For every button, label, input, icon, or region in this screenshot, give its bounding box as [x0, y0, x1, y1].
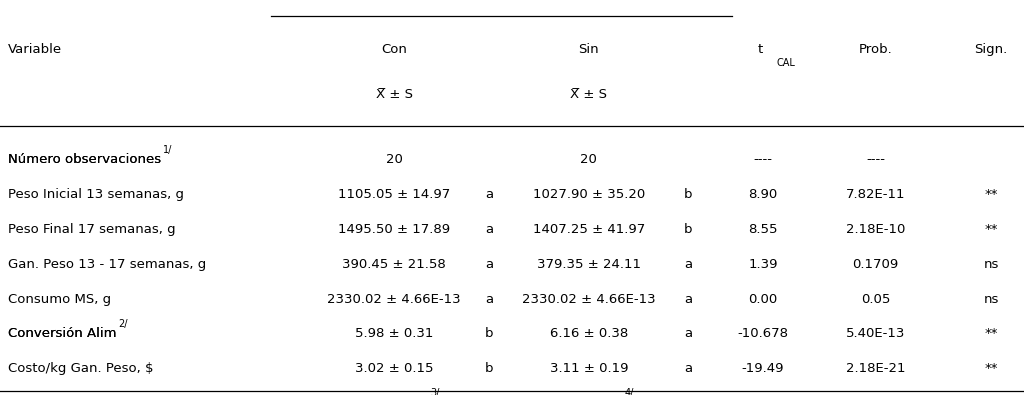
Text: 5.40E-13: 5.40E-13: [846, 327, 905, 340]
Text: Conversión Alim: Conversión Alim: [8, 327, 117, 340]
Text: a: a: [684, 293, 692, 305]
Text: 3.11 ± 0.19: 3.11 ± 0.19: [550, 362, 628, 375]
Text: 7.82E-11: 7.82E-11: [846, 188, 905, 201]
Text: b: b: [485, 327, 494, 340]
Text: b: b: [684, 223, 692, 236]
Text: 1027.90 ± 35.20: 1027.90 ± 35.20: [532, 188, 645, 201]
Text: Costo/kg Gan. Peso, $: Costo/kg Gan. Peso, $: [8, 362, 154, 375]
Text: 0.1709: 0.1709: [852, 258, 899, 271]
Text: ns: ns: [983, 258, 999, 271]
Text: ns: ns: [983, 293, 999, 305]
Text: **: **: [984, 362, 998, 375]
Text: 2.18E-21: 2.18E-21: [846, 362, 905, 375]
Text: a: a: [684, 362, 692, 375]
Text: a: a: [485, 223, 494, 236]
Text: Conversión Alim: Conversión Alim: [8, 327, 117, 340]
Text: 1/: 1/: [164, 145, 173, 155]
Text: 4/: 4/: [625, 388, 634, 395]
Text: 2.18E-10: 2.18E-10: [846, 223, 905, 236]
Text: Número observaciones: Número observaciones: [8, 154, 162, 166]
Text: 0.05: 0.05: [861, 293, 890, 305]
Text: 1407.25 ± 41.97: 1407.25 ± 41.97: [532, 223, 645, 236]
Text: b: b: [485, 362, 494, 375]
Text: 20: 20: [581, 154, 597, 166]
Text: a: a: [684, 258, 692, 271]
Text: X̅ ± S: X̅ ± S: [570, 88, 607, 101]
Text: -10.678: -10.678: [737, 327, 788, 340]
Text: 2/: 2/: [119, 319, 128, 329]
Text: 20: 20: [386, 154, 402, 166]
Text: ----: ----: [754, 154, 772, 166]
Text: 8.55: 8.55: [749, 223, 777, 236]
Text: 3/: 3/: [430, 388, 439, 395]
Text: 8.90: 8.90: [749, 188, 777, 201]
Text: **: **: [984, 188, 998, 201]
Text: b: b: [684, 188, 692, 201]
Text: 3.02 ± 0.15: 3.02 ± 0.15: [355, 362, 433, 375]
Text: 2330.02 ± 4.66E-13: 2330.02 ± 4.66E-13: [522, 293, 655, 305]
Text: **: **: [984, 327, 998, 340]
Text: CAL: CAL: [776, 58, 795, 68]
Text: Peso Final 17 semanas, g: Peso Final 17 semanas, g: [8, 223, 176, 236]
Text: Número observaciones: Número observaciones: [8, 154, 162, 166]
Text: Sin: Sin: [579, 43, 599, 56]
Text: 390.45 ± 21.58: 390.45 ± 21.58: [342, 258, 446, 271]
Text: a: a: [684, 327, 692, 340]
Text: X̅ ± S: X̅ ± S: [376, 88, 413, 101]
Text: 0.00: 0.00: [749, 293, 777, 305]
Text: 379.35 ± 24.11: 379.35 ± 24.11: [537, 258, 641, 271]
Text: 1.39: 1.39: [749, 258, 777, 271]
Text: Variable: Variable: [8, 43, 62, 56]
Text: Con: Con: [381, 43, 408, 56]
Text: a: a: [485, 293, 494, 305]
Text: 5.98 ± 0.31: 5.98 ± 0.31: [355, 327, 433, 340]
Text: Gan. Peso 13 - 17 semanas, g: Gan. Peso 13 - 17 semanas, g: [8, 258, 207, 271]
Text: 1105.05 ± 14.97: 1105.05 ± 14.97: [338, 188, 451, 201]
Text: 2330.02 ± 4.66E-13: 2330.02 ± 4.66E-13: [328, 293, 461, 305]
Text: ----: ----: [866, 154, 885, 166]
Text: **: **: [984, 223, 998, 236]
Text: a: a: [485, 258, 494, 271]
Text: Consumo MS, g: Consumo MS, g: [8, 293, 112, 305]
Text: Sign.: Sign.: [975, 43, 1008, 56]
Text: Número observaciones: Número observaciones: [8, 154, 162, 166]
Text: -19.49: -19.49: [741, 362, 784, 375]
Text: t: t: [758, 43, 763, 56]
Text: Conversión Alim: Conversión Alim: [8, 327, 117, 340]
Text: Prob.: Prob.: [859, 43, 892, 56]
Text: a: a: [485, 188, 494, 201]
Text: 6.16 ± 0.38: 6.16 ± 0.38: [550, 327, 628, 340]
Text: Peso Inicial 13 semanas, g: Peso Inicial 13 semanas, g: [8, 188, 184, 201]
Text: 1495.50 ± 17.89: 1495.50 ± 17.89: [338, 223, 451, 236]
